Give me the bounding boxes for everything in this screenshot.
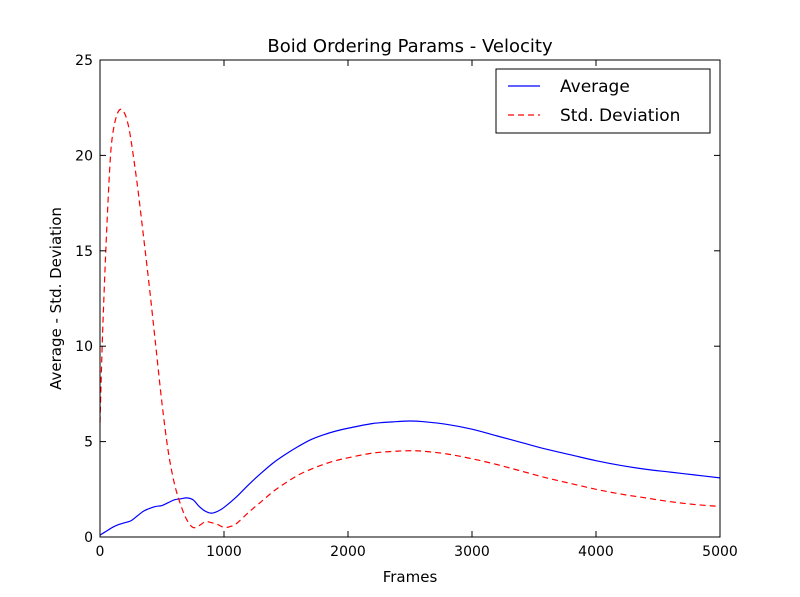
x-axis-label: Frames [383, 568, 438, 586]
y-tick-label: 20 [75, 148, 93, 164]
y-tick-label: 10 [75, 339, 93, 355]
series-line-average [99, 420, 721, 536]
y-tick-label: 0 [84, 530, 93, 546]
legend-frame [495, 68, 711, 134]
series-line-std-deviation [99, 108, 721, 529]
x-tick-label: 2000 [330, 544, 366, 560]
y-tick-label: 25 [75, 53, 93, 69]
x-tick-label: 3000 [454, 544, 490, 560]
y-axis-label: Average - Std. Deviation [47, 207, 65, 390]
legend-std-deviation-label: Std. Deviation [560, 106, 680, 126]
y-tick-label: 5 [84, 435, 93, 451]
chart-title: Boid Ordering Params - Velocity [267, 36, 553, 57]
axis-ticks: 0 1000 2000 3000 4000 5000 0 5 10 15 20 25 [75, 53, 738, 560]
x-tick-label: 1000 [206, 544, 242, 560]
x-tick-label: 4000 [578, 544, 614, 560]
x-tick-label: 5000 [702, 544, 738, 560]
legend: Average Std. Deviation [495, 68, 711, 134]
legend-average-label: Average [560, 77, 630, 97]
y-tick-label: 15 [75, 244, 93, 260]
x-tick-label: 0 [96, 544, 105, 560]
axes-frame [99, 59, 721, 538]
plot-area [99, 108, 721, 536]
